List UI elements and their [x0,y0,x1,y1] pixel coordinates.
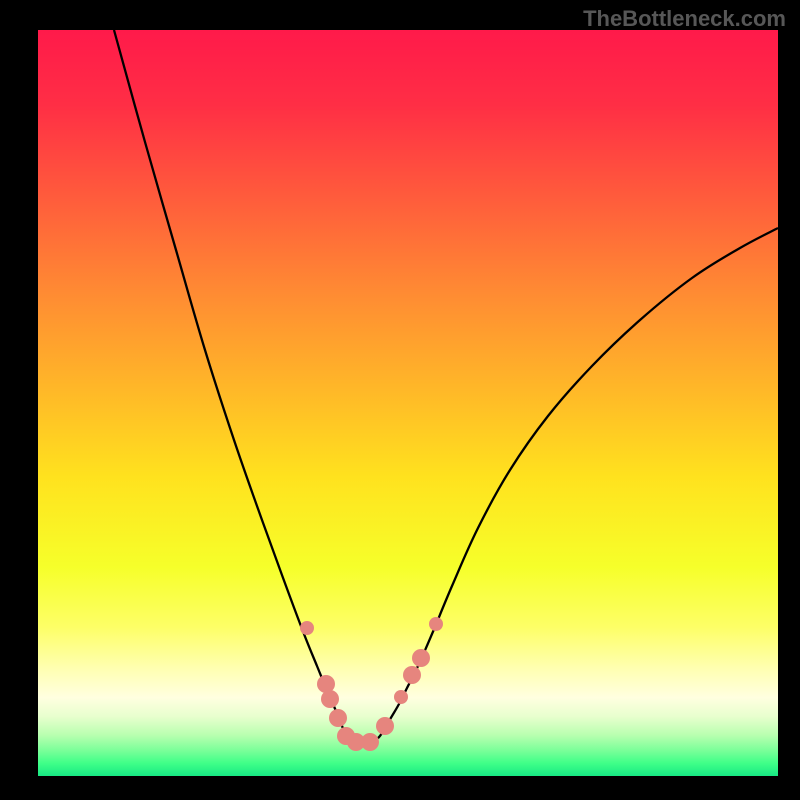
watermark-text: TheBottleneck.com [583,6,786,32]
chart-container: TheBottleneck.com [0,0,800,800]
bottleneck-chart [0,0,800,800]
data-marker [321,690,339,708]
plot-gradient-background [38,30,778,776]
data-marker [300,621,314,635]
data-marker [403,666,421,684]
data-marker [376,717,394,735]
data-marker [361,733,379,751]
data-marker [329,709,347,727]
data-marker [429,617,443,631]
data-marker [412,649,430,667]
data-marker [394,690,408,704]
